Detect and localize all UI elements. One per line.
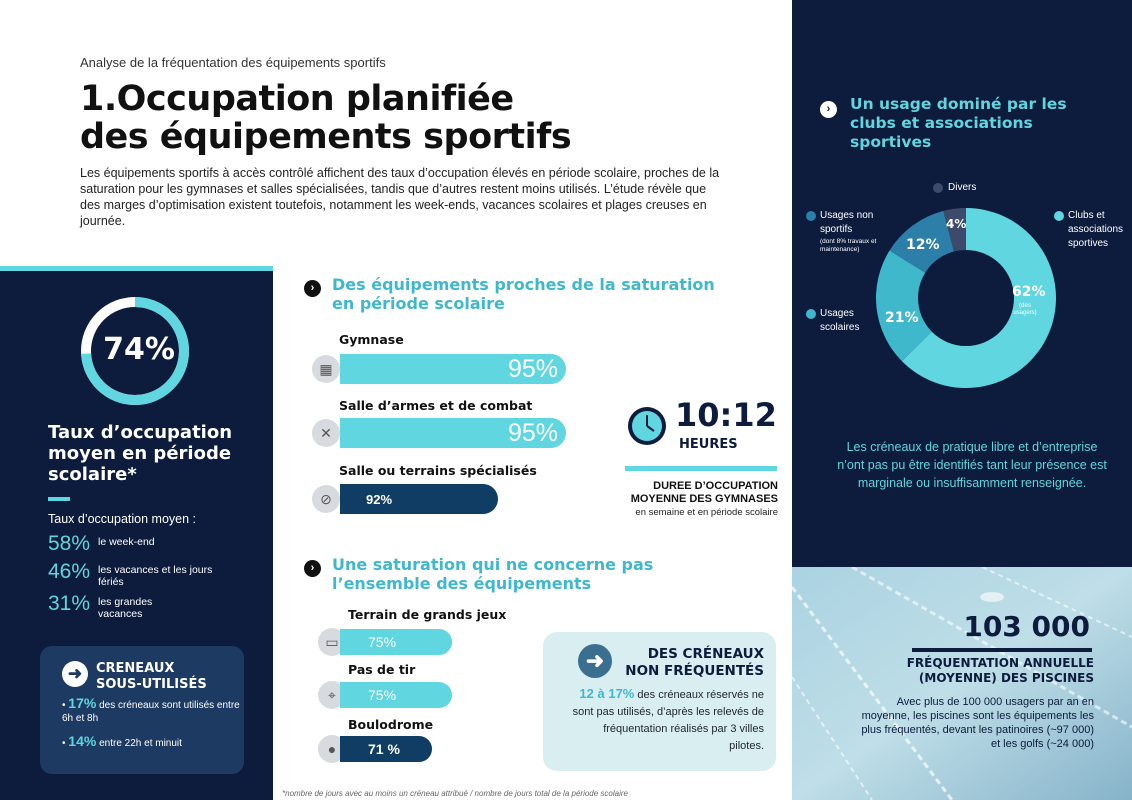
legend-divers: Divers — [948, 182, 977, 193]
stat-value: 31% — [48, 592, 91, 615]
usage-note: Les créneaux de pratique libre et d’entr… — [837, 440, 1107, 490]
pool-description: Avec plus de 100 000 usagers par an en m… — [861, 696, 1094, 750]
pool-title: FRÉQUENTATION ANNUELLE (MOYENNE) DES PIS… — [880, 656, 1094, 686]
legend-dot-scolaires — [806, 309, 816, 319]
stat-label: le week-end — [98, 536, 155, 548]
pool-divider — [912, 648, 1092, 652]
bar-salle-specialisee: 92% — [340, 484, 498, 514]
title-line-1: 1.Occupation planifiée — [80, 79, 514, 119]
underused-item-text: des créneaux sont utilisés entre 6h et 8… — [62, 700, 240, 724]
underused-item: • 17% des créneaux sont utilisés entre 6… — [62, 695, 240, 724]
stat-label: les grandes vacances — [98, 596, 153, 620]
legend-non-sportifs: Usages non sportifs — [820, 210, 874, 235]
slice-label-scolaires: 21% — [885, 310, 919, 326]
bar-value: 92% — [366, 491, 393, 507]
bar-label: Terrain de grands jeux — [348, 607, 507, 622]
pool-title-line-1: FRÉQUENTATION ANNUELLE — [906, 656, 1094, 670]
duration-desc-line-1: DUREE D’OCCUPATION — [653, 480, 778, 492]
legend-clubs: Clubs et associations sportives — [1068, 210, 1124, 249]
occupancy-donut — [81, 297, 189, 405]
arrow-right-icon: ➜ — [578, 644, 612, 678]
bar-label: Gymnase — [339, 332, 404, 347]
underused-title: CRENEAUX SOUS-UTILISÉS — [96, 661, 207, 693]
bar-label: Boulodrome — [348, 717, 434, 732]
stat-label: les vacances et les jours fériés — [98, 564, 213, 588]
bar-boulodrome: 71 % — [340, 736, 432, 762]
legend-non-sportifs-note: (dont 8% travaux et maintenance) — [820, 238, 877, 253]
legend-dot-clubs — [1054, 211, 1064, 221]
legend-dot-non-sportifs — [806, 211, 816, 221]
legend-dot-divers — [933, 183, 943, 193]
stat-weekend: 58% le week-end — [48, 532, 268, 556]
duration-divider — [625, 466, 777, 471]
chevron-right-icon: › — [304, 560, 321, 577]
duration-description: DUREE D’OCCUPATION MOYENNE DES GYMNASES — [598, 480, 778, 506]
bar-label: Pas de tir — [348, 662, 416, 677]
page-subtitle: Analyse de la fréquentation des équipeme… — [80, 55, 386, 70]
left-panel-accent — [0, 266, 273, 271]
non-frequented-title-line-2: NON FRÉQUENTÉS — [625, 663, 764, 679]
stat-summer: 31% les grandes vacances — [48, 592, 268, 620]
underused-item-value: 17% — [68, 695, 97, 711]
ball-icon: ⊘ — [312, 485, 340, 513]
non-frequented-title-line-1: DES CRÉNEAUX — [647, 646, 764, 662]
slice-label-clubs: 62% — [1012, 284, 1046, 300]
slice-sublabel-clubs: (des usagers) — [1013, 303, 1037, 316]
bar-value: 75% — [368, 687, 397, 703]
underused-item-text: entre 22h et minuit — [99, 738, 182, 749]
non-frequented-highlight: 12 à 17% — [579, 686, 635, 701]
page-title: 1.Occupation planifiée des équipements s… — [80, 79, 572, 157]
intro-paragraph: Les équipements sportifs à accès contrôl… — [80, 166, 720, 228]
chevron-right-icon: › — [820, 101, 837, 118]
occupancy-divider — [48, 497, 70, 501]
underused-title-line-2: SOUS-UTILISÉS — [96, 677, 207, 692]
duration-note: en semaine et en période scolaire — [635, 507, 778, 518]
occupancy-title: Taux d’occupation moyen en période scola… — [48, 422, 233, 485]
arrow-right-icon: ➜ — [62, 661, 88, 687]
clock-icon — [628, 407, 666, 445]
slice-label-divers: 4% — [946, 217, 967, 231]
fencing-icon: ✕ — [312, 419, 340, 447]
footnote: *nombre de jours avec au moins un crénea… — [282, 789, 628, 798]
bar-value: 95% — [507, 418, 558, 447]
stat-value: 46% — [48, 560, 91, 583]
swimming-pool-image — [792, 567, 1132, 800]
bar-pas-de-tir: 75% — [340, 682, 452, 708]
underused-item-value: 14% — [68, 733, 97, 749]
slice-label-non-sportifs: 12% — [906, 237, 940, 253]
occupancy-subtitle: Taux d’occupation moyen : — [48, 512, 197, 526]
non-frequented-text: 12 à 17% des créneaux réservés ne sont p… — [566, 685, 764, 755]
chevron-right-icon: › — [304, 280, 321, 297]
underused-item: • 14% entre 22h et minuit — [62, 733, 182, 749]
bar-label: Salle d’armes et de combat — [339, 398, 533, 413]
non-frequented-title: DES CRÉNEAUX NON FRÉQUENTÉS — [610, 646, 764, 680]
non-frequented-body: des créneaux réservés ne sont pas utilis… — [572, 689, 764, 752]
saturation-title: Des équipements proches de la saturation… — [332, 275, 715, 313]
bar-gymnase: 95% — [340, 354, 566, 384]
legend-scolaires: Usages scolaires — [820, 308, 860, 333]
usage-donut-chart — [876, 208, 1056, 388]
bar-value: 95% — [507, 354, 558, 383]
stat-holidays: 46% les vacances et les jours fériés — [48, 560, 268, 588]
duration-desc-line-2: MOYENNE DES GYMNASES — [630, 493, 778, 505]
occupancy-donut-value: 74% — [103, 332, 175, 367]
partial-title: Une saturation qui ne concerne pas l’ens… — [332, 555, 654, 593]
pool-title-line-2: (MOYENNE) DES PISCINES — [918, 671, 1094, 685]
duration-time: 10:12 — [675, 396, 777, 434]
bar-salle-armes: 95% — [340, 418, 566, 448]
donut-hole — [918, 250, 1014, 346]
bar-value: 75% — [368, 634, 397, 650]
pool-attendance-value: 103 000 — [963, 610, 1090, 643]
underused-title-line-1: CRENEAUX — [96, 661, 175, 676]
bar-label: Salle ou terrains spécialisés — [339, 463, 537, 478]
stat-value: 58% — [48, 532, 91, 555]
duration-unit: HEURES — [679, 437, 738, 452]
bar-grands-jeux: 75% — [340, 629, 452, 655]
gym-icon: ▦ — [312, 355, 340, 383]
title-line-2: des équipements sportifs — [80, 117, 572, 157]
bar-value: 71 % — [368, 741, 400, 757]
usage-title: Un usage dominé par les clubs et associa… — [850, 95, 1067, 151]
